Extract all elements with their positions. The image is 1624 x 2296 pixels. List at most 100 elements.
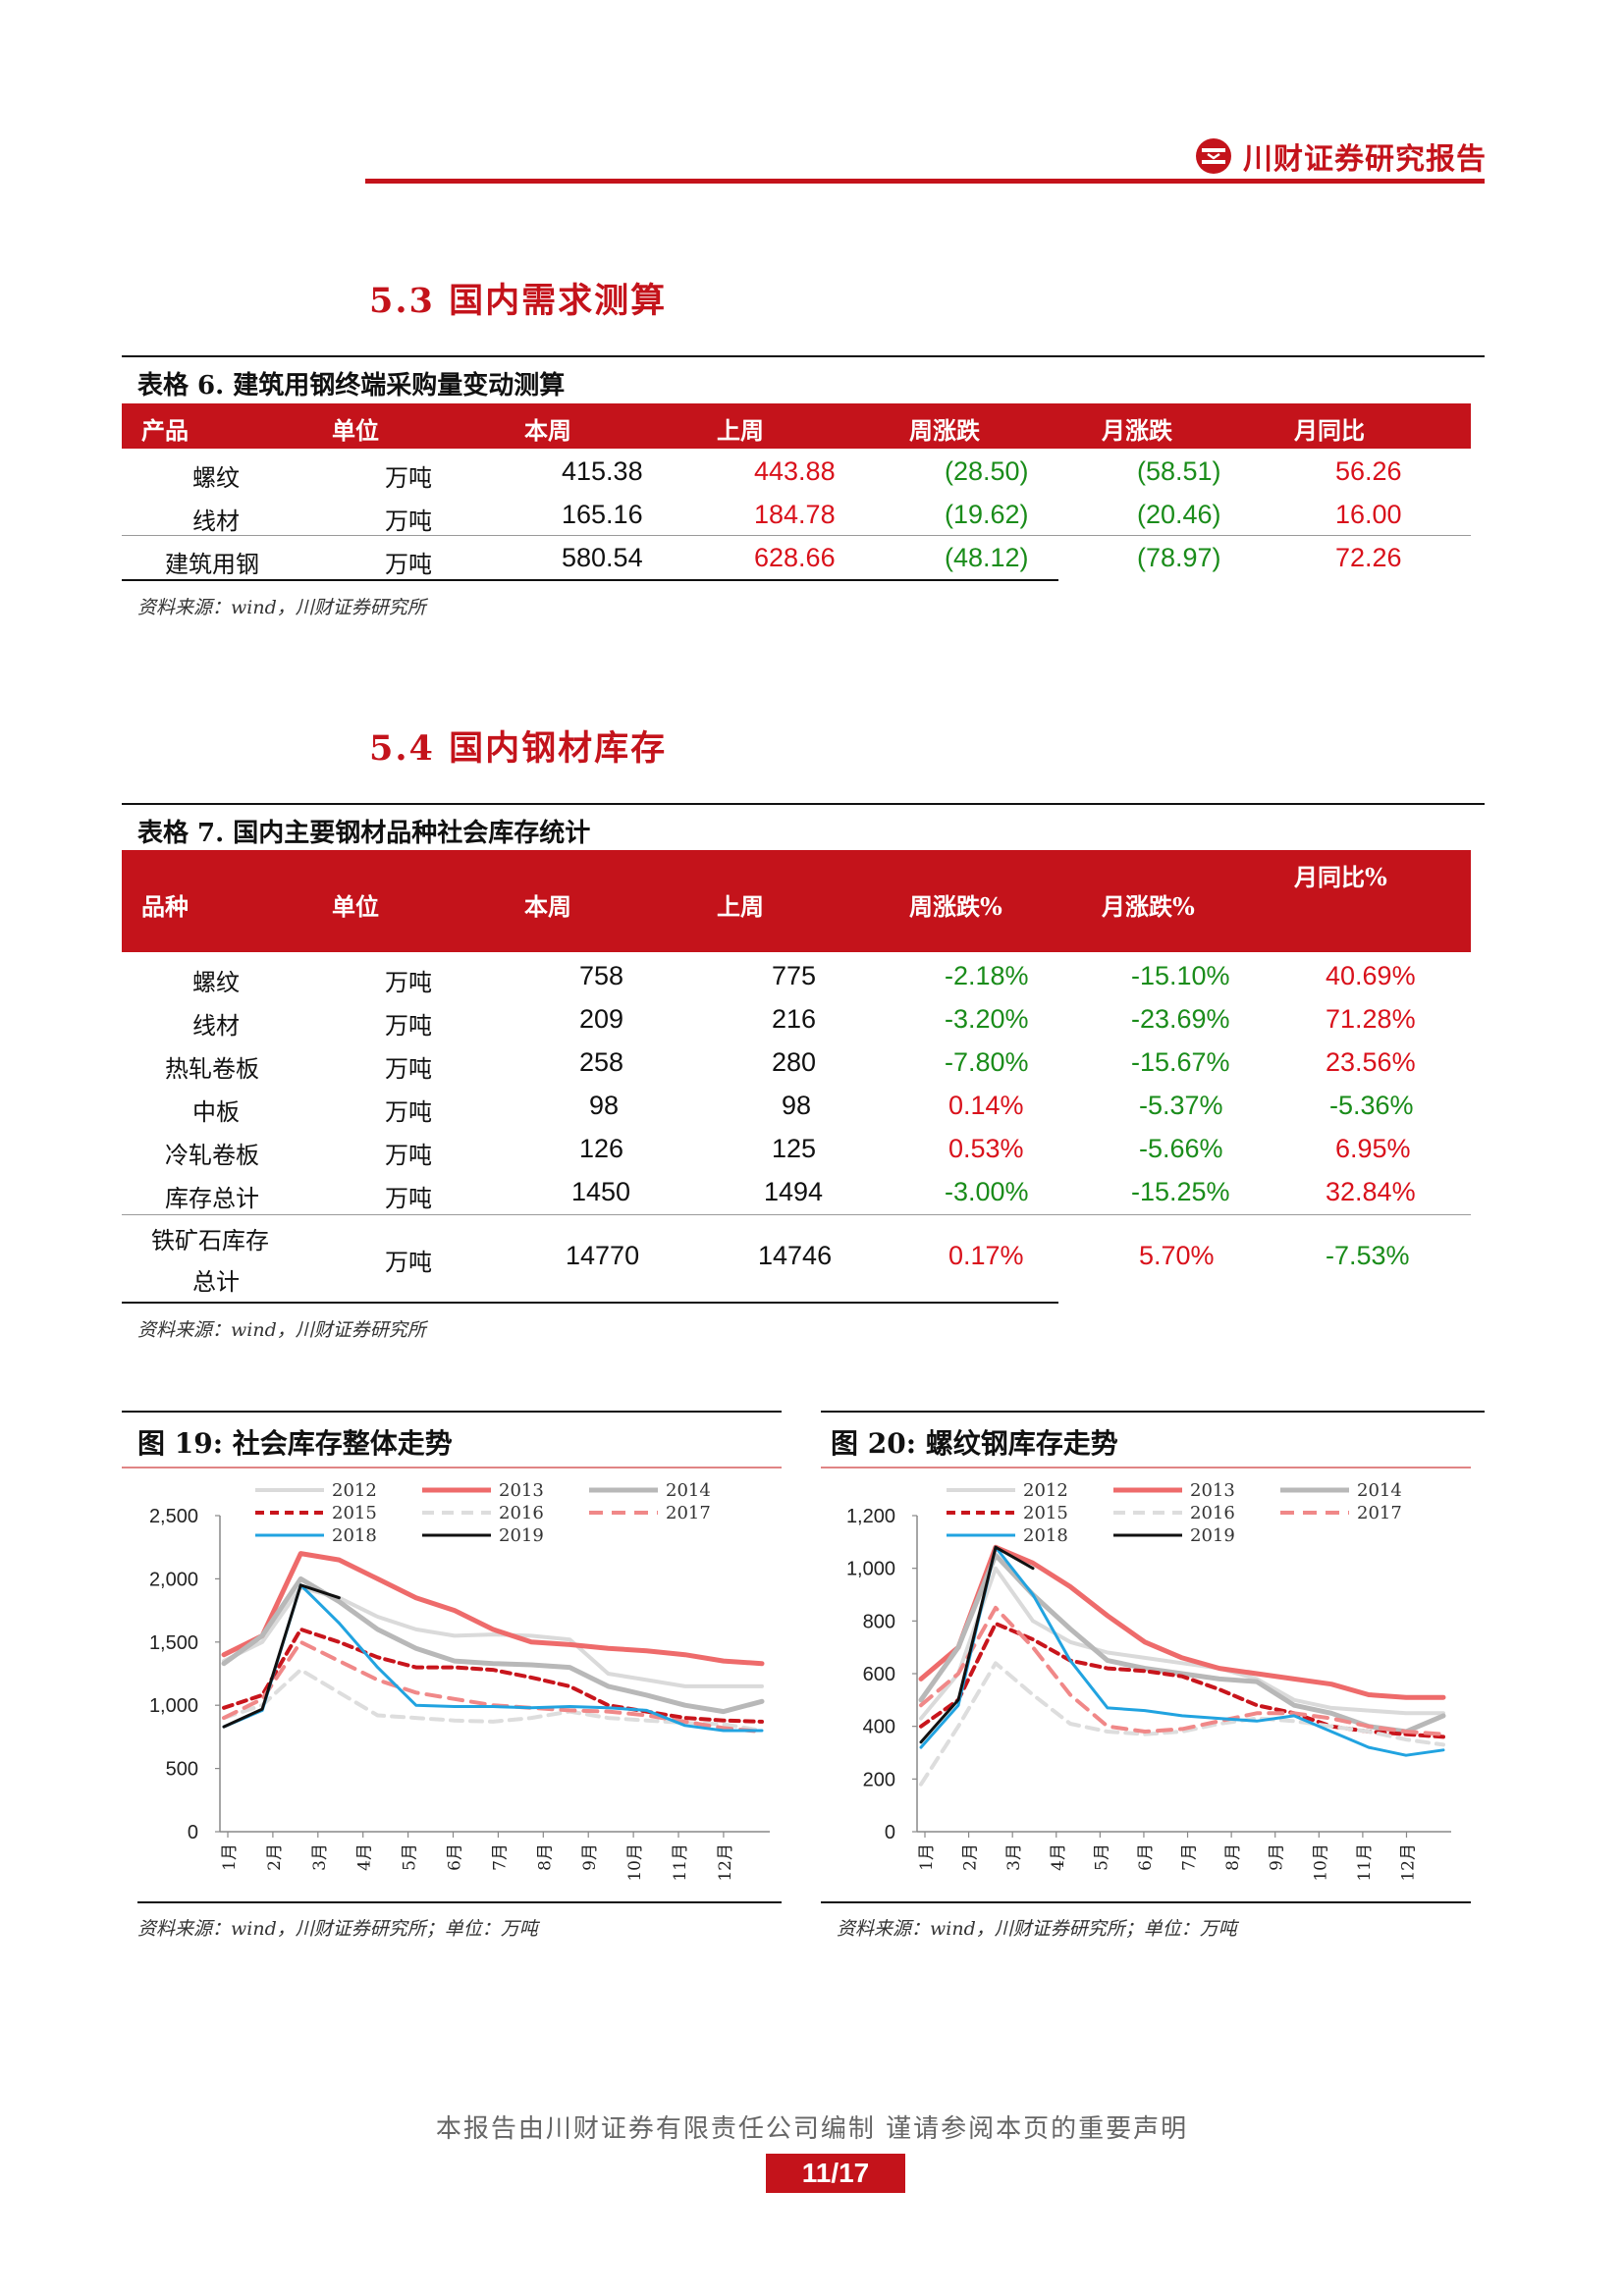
table7-cell-wk: 0.14% — [948, 1091, 1024, 1120]
table7-row: 热轧卷板 万吨 258 280 -7.80% -15.67% 23.56% — [122, 1041, 1471, 1084]
table6-cell-yoy: 16.00 — [1335, 500, 1402, 529]
table7-cell-cur: 209 — [579, 1004, 624, 1034]
series-line-2012 — [222, 1585, 764, 1688]
table7-cell-wk: -7.80% — [945, 1047, 1029, 1077]
y-tick-label: 1,000 — [149, 1695, 198, 1717]
table6-cell-mo: (78.97) — [1137, 543, 1221, 572]
table7-row: 螺纹 万吨 758 775 -2.18% -15.10% 40.69% — [122, 954, 1471, 997]
table6-cell-wk: (28.50) — [945, 456, 1029, 486]
table6-header-cell: 周涨跌 — [909, 416, 980, 445]
table6-header-cell: 本周 — [524, 416, 571, 445]
table6-cell-prev: 184.78 — [754, 500, 836, 529]
legend-label-2012: 2012 — [332, 1480, 377, 1501]
fig20-bottom-rule — [821, 1901, 1471, 1903]
fig19-source: 资料来源：wind，川财证券研究所；单位：万吨 — [137, 1918, 538, 1940]
table6-cell-mo: (20.46) — [1137, 500, 1221, 529]
x-tick-label: 11月 — [1355, 1843, 1375, 1882]
table6-cell-unit: 万吨 — [385, 464, 432, 492]
table7-cell-mo: -5.37% — [1139, 1091, 1223, 1120]
table6-row: 建筑用钢 万吨 580.54 628.66 (48.12) (78.97) 72… — [122, 536, 1471, 579]
table7-row: 中板 万吨 98 98 0.14% -5.37% -5.36% — [122, 1084, 1471, 1127]
series-line-2014 — [221, 1575, 765, 1715]
table7-cell-yoy: 23.56% — [1326, 1047, 1416, 1077]
table7-cell-unit: 万吨 — [385, 1012, 432, 1040]
series-line-2016 — [919, 1661, 1445, 1787]
table7-cell-unit: 万吨 — [385, 969, 432, 996]
table6-top-rule — [122, 355, 1485, 357]
table7-cell-prev: 216 — [772, 1004, 817, 1034]
table6-cell-unit: 万吨 — [385, 551, 432, 578]
y-tick-label: 800 — [863, 1611, 895, 1632]
table7-bottom-rule — [122, 1302, 1058, 1304]
series-line-2019 — [919, 1545, 1035, 1744]
fig20-chart: 0 200 400 600 800 1,000 1,200 1月 2月 3月 4月 5月 6月 7月 8月 9… — [846, 1480, 1451, 1882]
table7-cell-yoy: 71.28% — [1326, 1004, 1416, 1034]
table7-cell-cur: 14770 — [566, 1241, 640, 1270]
table7-cell-mo: -23.69% — [1131, 1004, 1230, 1034]
table7-cell-prev: 1494 — [764, 1177, 824, 1206]
table6-cell-product: 建筑用钢 — [165, 551, 259, 578]
x-tick-label: 8月 — [535, 1843, 555, 1871]
x-tick-label: 6月 — [446, 1843, 465, 1871]
x-tick-label: 7月 — [1180, 1843, 1200, 1871]
y-tick-label: 2,000 — [149, 1569, 198, 1590]
x-tick-label: 10月 — [625, 1843, 645, 1882]
table7-cell-yoy: 6.95% — [1335, 1134, 1411, 1163]
table7-cell-yoy: -7.53% — [1326, 1241, 1410, 1270]
x-tick-label: 2月 — [961, 1843, 981, 1871]
x-tick-label: 4月 — [355, 1843, 375, 1871]
y-tick-label: 2,500 — [149, 1506, 198, 1527]
footer-disclaimer: 本报告由川财证券有限责任公司编制 谨请参阅本页的重要声明 — [435, 2114, 1189, 2144]
table7-cell-cur: 98 — [589, 1091, 620, 1120]
series-line-2013 — [221, 1551, 765, 1667]
y-tick-label: 500 — [166, 1759, 198, 1781]
legend-label-2013: 2013 — [1190, 1480, 1235, 1501]
table6-cell-cur: 415.38 — [562, 456, 643, 486]
table7-cell-unit: 万吨 — [385, 1098, 432, 1126]
table7-cell-name: 冷轧卷板 — [165, 1142, 259, 1169]
table7-cell-yoy: 32.84% — [1326, 1177, 1416, 1206]
table7-header-cell: 月同比% — [1294, 863, 1387, 891]
table7-cell-prev: 280 — [772, 1047, 817, 1077]
series-line-2018 — [222, 1583, 764, 1733]
legend-label-2014: 2014 — [666, 1480, 711, 1501]
table6-bottom-rule — [122, 579, 1058, 581]
x-tick-label: 1月 — [220, 1843, 240, 1871]
table7-cell-name: 库存总计 — [165, 1185, 259, 1212]
x-tick-label: 12月 — [1398, 1843, 1418, 1882]
table7-cell-wk: -3.20% — [945, 1004, 1029, 1034]
section-5-4-title: 5.4 国内钢材库存 — [369, 728, 668, 769]
series-line-2015 — [919, 1622, 1445, 1739]
table7-cell-name: 热轧卷板 — [165, 1055, 259, 1083]
series-line-2013 — [918, 1544, 1446, 1700]
x-tick-label: 11月 — [671, 1843, 690, 1882]
table7-header-cell: 本周 — [524, 892, 571, 921]
table6-cell-cur: 580.54 — [562, 543, 643, 572]
table7-cell-yoy: 40.69% — [1326, 961, 1416, 990]
x-tick-label: 7月 — [490, 1843, 510, 1871]
table6-cell-unit: 万吨 — [385, 507, 432, 535]
table7-cell-prev: 98 — [782, 1091, 812, 1120]
table6-cell-product: 螺纹 — [192, 464, 240, 492]
table6-header-cell: 产品 — [141, 416, 189, 445]
series-line-2016 — [222, 1668, 764, 1733]
x-tick-label: 12月 — [716, 1843, 735, 1882]
table7-row: 冷轧卷板 万吨 126 125 0.53% -5.66% 6.95% — [122, 1127, 1471, 1170]
y-tick-label: 200 — [863, 1769, 895, 1790]
table7-cell-prev: 775 — [772, 961, 817, 990]
page-number: 11/17 — [766, 2154, 905, 2193]
table7-cell-cur: 258 — [579, 1047, 624, 1077]
x-tick-label: 10月 — [1311, 1843, 1330, 1882]
table7-cell-unit: 万吨 — [385, 1055, 432, 1083]
table6-row: 螺纹 万吨 415.38 443.88 (28.50) (58.51) 56.2… — [122, 450, 1471, 493]
table7-cell-unit: 万吨 — [385, 1249, 432, 1276]
table7-cell-mo: -15.10% — [1131, 961, 1230, 990]
legend-label-2019: 2019 — [1190, 1525, 1235, 1546]
fig20-top-rule — [821, 1411, 1485, 1413]
table7-cell-name: 铁矿石库存 — [151, 1227, 269, 1255]
table7-header-cell: 月涨跌% — [1102, 892, 1195, 921]
table7-cell-unit: 万吨 — [385, 1185, 432, 1212]
table7-cell-name: 中板 — [192, 1098, 240, 1126]
legend-label-2014: 2014 — [1357, 1480, 1402, 1501]
header-divider — [365, 179, 1485, 184]
